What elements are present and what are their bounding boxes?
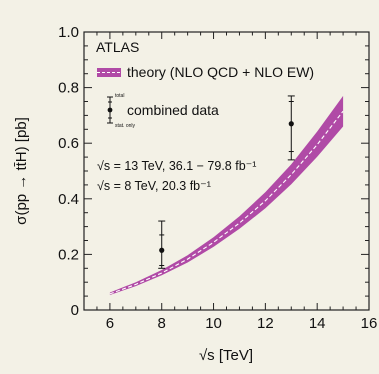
theory-band-layer — [109, 95, 344, 296]
experiment-label: ATLAS — [96, 39, 139, 55]
axis-layer: 6 8 10 12 14 16 0 0.2 0.4 0.6 0.8 1.0 — [58, 24, 377, 332]
y-axis-title: σ(pp → tt̄H) [pb] — [13, 117, 30, 225]
y-tick-label: 0.2 — [58, 246, 79, 263]
theory-central-line — [109, 110, 344, 295]
x-tick-label: 6 — [106, 315, 114, 332]
x-tick-label: 12 — [257, 315, 274, 332]
y-tick-label: 0.8 — [58, 80, 79, 97]
legend-theory-label: theory (NLO QCD + NLO EW) — [127, 64, 314, 80]
data-point-1 — [287, 95, 295, 161]
y-tick-label: 0 — [71, 302, 79, 319]
legend-data-marker — [107, 96, 113, 124]
y-tick-label: 1.0 — [58, 24, 79, 41]
x-tick-label: 16 — [361, 315, 378, 332]
y-tick-label: 0.4 — [58, 191, 79, 208]
annotation-8tev: √s = 8 TeV, 20.3 fb⁻¹ — [97, 179, 211, 193]
legend-total-label: total — [115, 93, 124, 99]
x-tick-label: 14 — [309, 315, 326, 332]
data-marker — [159, 247, 165, 253]
x-tick-label: 10 — [205, 315, 222, 332]
x-tick-label: 8 — [158, 315, 166, 332]
legend-data-label: combined data — [127, 102, 219, 118]
data-layer — [158, 95, 295, 269]
annotation-13tev: √s = 13 TeV, 36.1 − 79.8 fb⁻¹ — [97, 159, 256, 173]
data-marker — [288, 121, 294, 127]
data-point-0 — [158, 220, 166, 269]
y-tick-label: 0.6 — [58, 135, 79, 152]
x-axis-title: √s [TeV] — [199, 347, 253, 364]
legend-stat-label: stat. only — [115, 123, 136, 129]
theory-band — [109, 95, 344, 296]
